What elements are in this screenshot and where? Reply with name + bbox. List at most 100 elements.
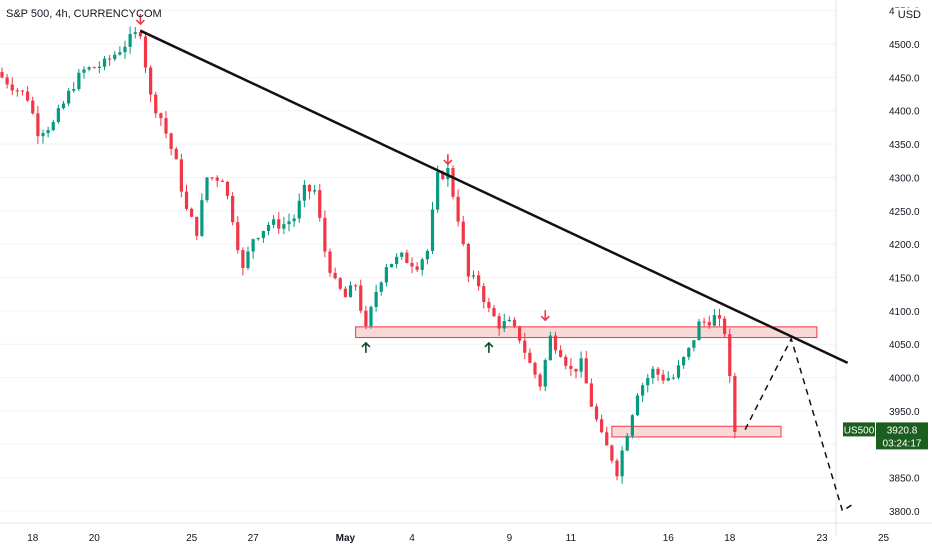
candle-body: [328, 251, 332, 273]
candle-body: [138, 32, 142, 37]
candle-body: [215, 177, 219, 181]
candle-body: [533, 362, 537, 375]
candle-body: [594, 406, 599, 420]
down-arrow-head: [540, 315, 550, 322]
candle-body: [620, 450, 624, 477]
candle-body: [51, 122, 55, 131]
price-zone[interactable]: [611, 425, 782, 438]
candle-body: [359, 285, 363, 311]
x-tick-label: 16: [663, 533, 675, 544]
projection-path[interactable]: [744, 336, 854, 513]
candle-body: [625, 435, 629, 451]
candle-body: [456, 196, 460, 222]
candle-body: [584, 358, 588, 384]
candle-body: [154, 94, 158, 114]
price-tag-countdown: 03:24:17: [883, 438, 922, 449]
x-tick-label: 20: [89, 533, 101, 544]
candle-body: [231, 195, 235, 223]
candle-body: [118, 52, 122, 55]
candle-body: [123, 46, 127, 53]
candle-body: [251, 239, 255, 252]
candle-body: [364, 310, 368, 326]
candle-body: [712, 315, 716, 326]
candle-body: [195, 216, 199, 236]
candle-body: [287, 221, 291, 225]
candle-body: [441, 172, 445, 180]
down-arrow-head: [135, 19, 145, 26]
candle-body: [528, 352, 532, 363]
y-tick-label: 4150.0: [889, 274, 920, 285]
y-tick-label: 4300.0: [889, 173, 920, 184]
x-tick-label: 4: [409, 533, 415, 544]
candle-body: [261, 230, 265, 239]
candle-body: [97, 66, 101, 68]
candle-body: [302, 184, 306, 201]
candle-body: [733, 376, 737, 432]
up-arrow-head: [361, 341, 371, 348]
candle-body: [266, 224, 271, 231]
y-tick-label: 4100.0: [889, 307, 920, 318]
y-tick-label: 4000.0: [889, 374, 920, 385]
candle-body: [666, 378, 670, 381]
candle-body: [425, 250, 429, 260]
y-tick-label: 4400.0: [889, 107, 920, 118]
up-arrow-head: [484, 341, 494, 348]
candle-body: [702, 321, 706, 323]
candle-body: [405, 252, 409, 264]
candle-body: [72, 89, 76, 91]
price-tag-value: 3920.8: [887, 425, 918, 436]
candle-body: [436, 172, 440, 210]
candle-body: [164, 118, 168, 134]
candle-body: [697, 321, 701, 341]
candle-body: [395, 256, 399, 264]
candle-body: [641, 385, 645, 396]
x-tick-label: 25: [186, 533, 198, 544]
candle-body: [313, 190, 317, 192]
candle-body: [20, 90, 25, 92]
y-tick-label: 4250.0: [889, 207, 920, 218]
candle-body: [0, 72, 4, 78]
candle-body: [461, 221, 465, 245]
y-tick-label: 3800.0: [889, 507, 920, 518]
candle-body: [133, 32, 137, 34]
candle-body: [492, 307, 496, 317]
currency-label[interactable]: USD: [894, 8, 924, 22]
y-tick-label: 4050.0: [889, 340, 920, 351]
candle-body: [56, 108, 60, 123]
candle-body: [487, 302, 491, 308]
candle-body: [102, 58, 107, 67]
candle-body: [635, 395, 640, 416]
x-tick-label: 23: [816, 533, 828, 544]
candle-body: [374, 291, 378, 307]
y-tick-label: 4350.0: [889, 140, 920, 151]
candle-body: [61, 103, 66, 109]
down-arrow-head: [443, 159, 453, 166]
trendline[interactable]: [139, 29, 849, 365]
candle-body: [676, 365, 681, 378]
candle-body: [348, 285, 353, 298]
candle-body: [564, 356, 568, 366]
candle-body: [159, 113, 163, 119]
candle-body: [200, 200, 204, 236]
y-tick-label: 4450.0: [889, 73, 920, 84]
candle-body: [369, 306, 373, 326]
candle-body: [728, 334, 732, 377]
x-tick-label: 27: [248, 533, 260, 544]
candle-body: [389, 263, 394, 268]
candle-body: [600, 419, 604, 433]
x-tick-label: 11: [566, 533, 577, 544]
candle-body: [15, 90, 19, 92]
candle-body: [707, 322, 711, 326]
candle-body: [446, 168, 450, 180]
candle-body: [225, 181, 230, 196]
candle-body: [307, 184, 312, 192]
candle-body: [174, 148, 178, 160]
candle-body: [190, 208, 194, 217]
candle-body: [205, 177, 209, 201]
candle-body: [5, 77, 9, 85]
price-zone[interactable]: [355, 326, 818, 339]
candle-body: [333, 272, 337, 279]
candle-body: [615, 460, 619, 477]
